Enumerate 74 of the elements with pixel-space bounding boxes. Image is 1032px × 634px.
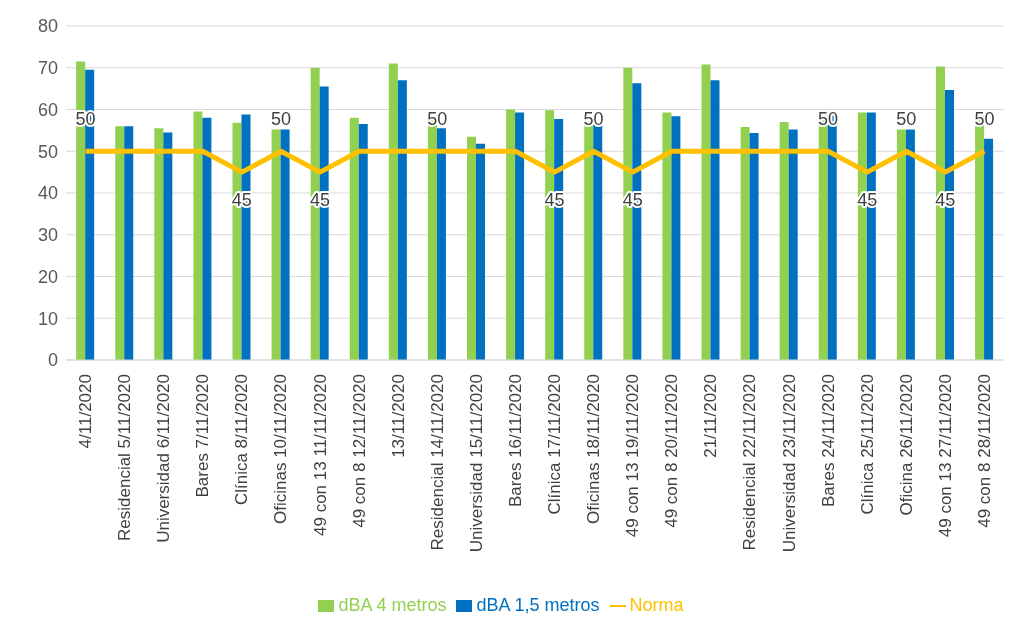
bar — [710, 80, 720, 360]
x-tick-label: Universidad 23/11/2020 — [779, 374, 799, 553]
x-tick-label: Clínica 17/11/2020 — [545, 374, 565, 515]
data-label: 50 — [896, 109, 917, 130]
bar — [271, 129, 281, 360]
y-tick-label: 70 — [37, 58, 58, 79]
data-label: 45 — [935, 190, 956, 211]
x-tick-label: Oficinas 18/11/2020 — [584, 374, 604, 524]
data-label: 50 — [818, 109, 839, 130]
y-tick-label: 30 — [37, 225, 58, 246]
bar — [388, 63, 398, 360]
y-tick-label: 40 — [37, 183, 58, 204]
x-tick-label: 49 con 13 27/11/2020 — [935, 374, 955, 538]
bar — [154, 128, 164, 360]
y-tick-label: 10 — [37, 308, 58, 329]
x-tick-label: Bares 7/11/2020 — [193, 374, 213, 498]
data-label: 45 — [544, 190, 565, 211]
bar — [163, 132, 173, 360]
data-label: 45 — [310, 190, 331, 211]
bar — [202, 117, 212, 360]
x-tick-label: Residencial 14/11/2020 — [427, 374, 447, 551]
legend-label: dBA 1,5 metros — [476, 595, 600, 615]
x-tick-label: Universidad 15/11/2020 — [466, 374, 486, 553]
x-tick-label: 13/11/2020 — [388, 374, 408, 458]
x-tick-label: 49 con 8 20/11/2020 — [662, 374, 682, 528]
bar — [397, 80, 407, 360]
x-tick-label: 49 con 13 11/11/2020 — [310, 374, 330, 536]
x-tick-label: Residencial 22/11/2020 — [740, 374, 760, 551]
bar — [280, 129, 290, 360]
bar — [115, 126, 125, 360]
bar — [358, 124, 368, 360]
x-tick-label: 21/11/2020 — [701, 374, 721, 458]
y-tick-label: 0 — [47, 350, 58, 371]
data-label: 50 — [75, 109, 96, 130]
x-tick-label: 49 con 13 19/11/2020 — [623, 374, 643, 538]
y-tick-label: 20 — [37, 266, 58, 287]
x-tick-label: Bares 16/11/2020 — [505, 374, 525, 507]
x-tick-label: 49 con 8 12/11/2020 — [349, 374, 369, 528]
x-tick-label: Clínica 8/11/2020 — [232, 374, 252, 506]
bar — [515, 112, 525, 360]
x-tick-label: Residencial 5/11/2020 — [115, 374, 135, 541]
bar — [740, 127, 750, 360]
data-label: 45 — [622, 190, 643, 211]
bar — [896, 129, 906, 360]
bar — [349, 117, 359, 360]
y-tick-label: 60 — [37, 99, 58, 120]
bar — [779, 122, 789, 360]
legend-label: Norma — [629, 595, 684, 615]
bar — [476, 143, 485, 360]
data-label: 45 — [231, 190, 252, 211]
bar — [701, 64, 711, 360]
bar — [467, 136, 476, 360]
y-tick-label: 80 — [37, 16, 58, 37]
x-tick-label: 49 con 8 28/11/2020 — [974, 374, 994, 528]
bar — [671, 116, 681, 360]
bar — [506, 109, 516, 360]
x-tick-label: Clínica 25/11/2020 — [857, 374, 877, 515]
x-tick-label: Bares 24/11/2020 — [818, 374, 838, 507]
bar — [124, 126, 134, 360]
bar — [749, 132, 759, 360]
data-label: 45 — [857, 190, 878, 211]
x-tick-label: Universidad 6/11/2020 — [154, 374, 174, 543]
bar — [905, 129, 915, 360]
bar — [193, 111, 203, 360]
legend-label: dBA 4 metros — [338, 595, 447, 615]
data-label: 50 — [270, 109, 291, 130]
x-tick-label: Oficina 26/11/2020 — [896, 374, 916, 516]
x-tick-label: Oficinas 10/11/2020 — [271, 374, 291, 524]
bar — [436, 128, 446, 360]
bar — [984, 138, 994, 360]
x-tick-label: 4/11/2020 — [76, 374, 96, 449]
y-tick-label: 50 — [37, 141, 58, 162]
bar — [662, 112, 672, 360]
bar — [788, 129, 798, 360]
